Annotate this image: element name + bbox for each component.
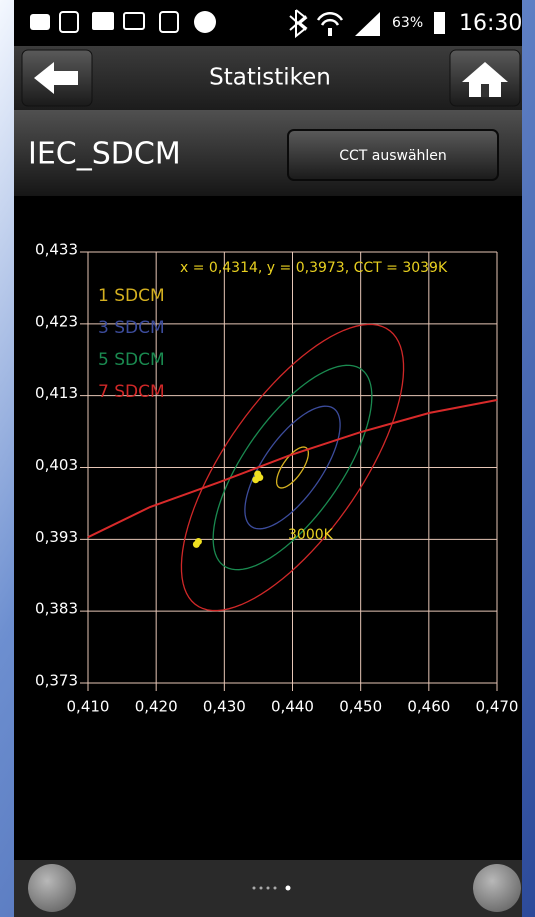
x-tick-label: 0,450 [339, 698, 382, 716]
cct-button-label[interactable]: CCT auswählen [339, 148, 447, 164]
measurement-point [193, 541, 200, 548]
wifi-icon [328, 28, 332, 36]
y-tick-label: 0,393 [35, 528, 78, 546]
x-tick-label: 0,410 [67, 698, 110, 716]
home-door[interactable] [481, 84, 489, 97]
x-tick-label: 0,470 [476, 698, 519, 716]
annotation: x = 0,4314, y = 0,3973, CCT = 3039K [180, 260, 448, 276]
x-tick-label: 0,440 [271, 698, 314, 716]
legend-entry: 5 SDCM [98, 350, 165, 370]
y-tick-label: 0,433 [35, 241, 78, 259]
status-icon [92, 12, 114, 30]
x-tick-label: 0,430 [203, 698, 246, 716]
nav-circle-right[interactable] [473, 864, 521, 912]
back-button[interactable] [22, 50, 92, 106]
clock: 16:30 [459, 11, 522, 36]
cct-button[interactable]: CCT auswählen [288, 130, 498, 180]
legend-entry: 3 SDCM [98, 318, 165, 338]
nav-circle-left[interactable] [28, 864, 76, 912]
y-tick-label: 0,403 [35, 456, 78, 474]
status-icon [194, 11, 216, 33]
x-tick-label: 0,420 [135, 698, 178, 716]
page-title: IEC_SDCM [28, 137, 181, 172]
header-title: Statistiken [209, 65, 331, 91]
battery-percent: 63% [392, 15, 423, 31]
screen: 63% 16:30 Statistiken IEC_SDCM CCT auswä… [0, 0, 535, 917]
y-tick-label: 0,383 [35, 600, 78, 618]
cct-label: 3000K [288, 527, 334, 543]
battery-icon [434, 12, 445, 34]
legend-entry: 1 SDCM [98, 286, 165, 306]
y-tick-label: 0,373 [35, 672, 78, 690]
status-icon [30, 14, 50, 30]
x-tick-label: 0,460 [407, 698, 450, 716]
page: { "status_bar": {"battery": "63%", "time… [0, 0, 535, 917]
y-tick-label: 0,423 [35, 312, 78, 330]
measurement-point [252, 476, 259, 483]
legend-entry: 7 SDCM [98, 382, 165, 402]
y-tick-label: 0,413 [35, 384, 78, 402]
home-button[interactable] [450, 50, 520, 106]
